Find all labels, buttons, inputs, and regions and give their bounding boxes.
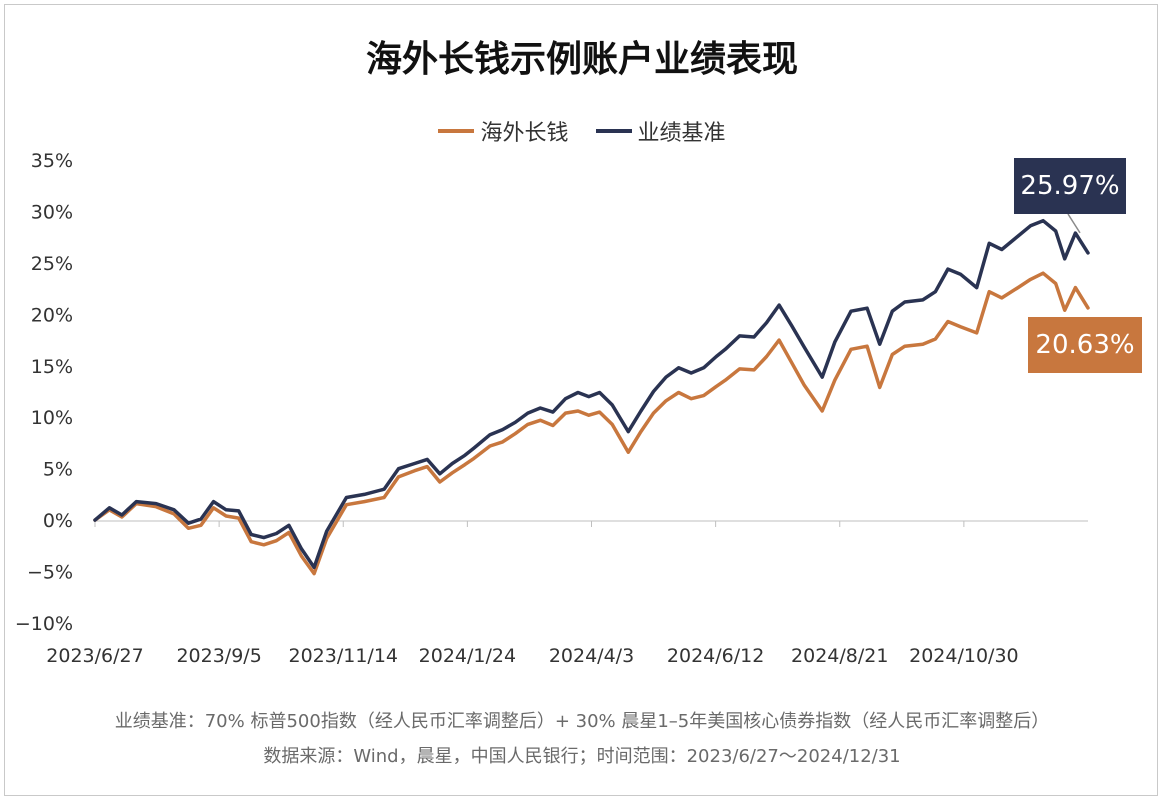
y-axis: 35% 30% 25% 20% 15% 10% 5% 0% −5% −10%	[15, 150, 73, 635]
x-axis: 2023/6/27 2023/9/5 2023/11/14 2024/1/24 2024…	[46, 521, 1019, 667]
y-tick-label: 0%	[43, 510, 73, 532]
legend-label-benchmark: 业绩基准	[637, 121, 726, 146]
x-tick-label: 2023/11/14	[288, 645, 398, 667]
series-group	[93, 213, 1090, 576]
legend-swatch-benchmark	[595, 129, 632, 133]
y-tick-label: 5%	[43, 459, 73, 481]
footnote-source: 数据来源：Wind，晨星，中国人民银行；时间范围：2023/6/27～2024/…	[263, 746, 901, 767]
y-tick-label: −10%	[15, 613, 73, 635]
series-line-portfolio	[93, 271, 1090, 576]
y-tick-label: 25%	[31, 253, 73, 275]
legend-item-benchmark: 业绩基准	[595, 115, 726, 147]
portfolio-end-value-callout: 20.63%	[1028, 317, 1142, 373]
x-tick-label: 2024/10/30	[909, 645, 1019, 667]
benchmark-end-value-callout: 25.97%	[1014, 158, 1126, 214]
y-tick-label: 30%	[31, 201, 73, 223]
x-tick-label: 2023/6/27	[46, 645, 143, 667]
chart-frame	[4, 4, 1158, 796]
y-tick-label: 10%	[31, 407, 73, 429]
legend: 海外长钱 业绩基准	[0, 114, 1164, 147]
x-tick-label: 2023/9/5	[176, 645, 261, 667]
legend-swatch-portfolio	[438, 129, 475, 133]
series-line-benchmark	[93, 218, 1090, 570]
benchmark-callout-leader-line	[1067, 213, 1081, 234]
legend-label-portfolio: 海外长钱	[480, 121, 569, 146]
legend-item-portfolio: 海外长钱	[438, 115, 569, 147]
x-tick-label: 2024/8/21	[791, 645, 888, 667]
y-tick-label: −5%	[27, 562, 73, 584]
x-tick-label: 2024/4/3	[549, 645, 634, 667]
chart-title: 海外长钱示例账户业绩表现	[365, 39, 798, 80]
x-tick-label: 2024/6/12	[667, 645, 764, 667]
y-tick-label: 20%	[31, 304, 73, 326]
x-tick-label: 2024/1/24	[419, 645, 516, 667]
footnote-benchmark: 业绩基准：70% 标普500指数（经人民币汇率调整后）+ 30% 晨星1–5年美…	[114, 711, 1050, 732]
y-tick-label: 15%	[31, 356, 73, 378]
y-tick-label: 35%	[31, 150, 73, 172]
